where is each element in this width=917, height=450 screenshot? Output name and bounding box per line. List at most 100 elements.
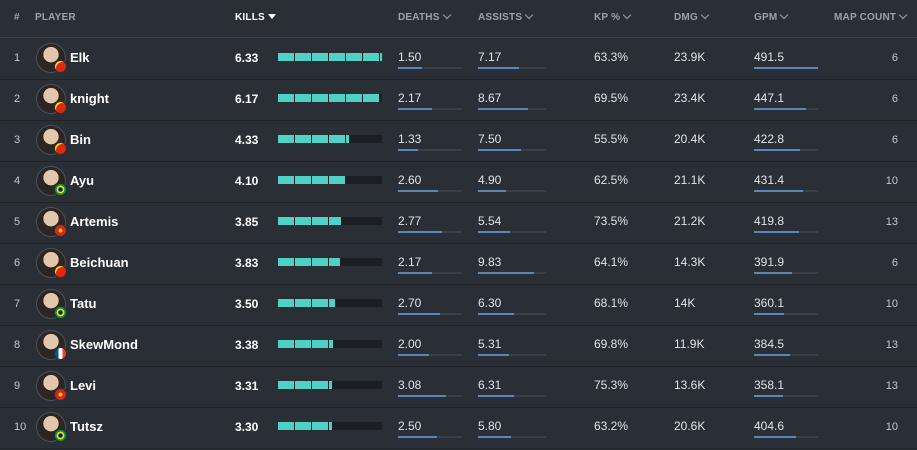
gpm-bar-fill (754, 436, 796, 438)
player-name-link[interactable]: Beichuan (70, 255, 129, 270)
rank-number: 9 (14, 380, 21, 392)
player-name-link[interactable]: Ayu (70, 173, 95, 188)
assists-bar (478, 67, 546, 69)
assists-bar (478, 108, 546, 110)
dmg-value: 21.2K (674, 214, 706, 228)
deaths-bar-fill (398, 190, 439, 192)
gpm-bar (754, 313, 818, 315)
table-row[interactable]: 6 Beichuan 3.83 2.17 9.83 64.1% 14.3K 391.9 6 (0, 243, 917, 285)
table-row[interactable]: 8 SkewMond 3.38 2.00 5.31 69.8% 11.9K 384.5 13 (0, 325, 917, 367)
deaths-value: 2.17 (398, 255, 422, 269)
map-count-value: 13 (885, 339, 898, 351)
kills-bar-fill (278, 53, 382, 61)
player-name-link[interactable]: Tutsz (70, 419, 103, 434)
kills-bar (278, 299, 382, 307)
deaths-bar-fill (398, 436, 438, 438)
assists-bar (478, 313, 546, 315)
kills-bar-fill (278, 217, 342, 225)
gpm-bar-fill (754, 190, 803, 192)
rank-number: 6 (14, 257, 21, 269)
header-dmg-label: DMG (674, 12, 698, 23)
table-row[interactable]: 3 Bin 4.33 1.33 7.50 55.5% 20.4K 422.8 6 (0, 120, 917, 162)
dmg-value: 14.3K (674, 255, 706, 269)
kills-bar (278, 381, 382, 389)
gpm-value: 404.6 (754, 419, 785, 433)
header-deaths-label: DEATHS (398, 12, 440, 23)
china-flag-icon (54, 265, 67, 278)
player-name-link[interactable]: Tatu (70, 296, 97, 311)
kills-bar (278, 53, 382, 61)
assists-value: 4.90 (478, 173, 502, 187)
kills-value: 6.17 (235, 92, 259, 106)
kp-value: 55.5% (594, 132, 629, 146)
deaths-bar (398, 67, 462, 69)
kills-bar-fill (278, 258, 341, 266)
rank-number: 7 (14, 298, 21, 310)
gpm-bar-fill (754, 149, 801, 151)
table-row[interactable]: 4 Ayu 4.10 2.60 4.90 62.5% 21.1K 431.4 10 (0, 161, 917, 203)
player-name-link[interactable]: Levi (70, 378, 97, 393)
table-row[interactable]: 1 Elk 6.33 1.50 7.17 63.3% 23.9K 491.5 6 (0, 38, 917, 80)
gpm-bar-fill (754, 67, 818, 69)
player-avatar (36, 43, 66, 73)
deaths-bar (398, 108, 462, 110)
gpm-value: 360.1 (754, 296, 785, 310)
kills-value: 3.83 (235, 256, 259, 270)
assists-value: 6.31 (478, 378, 502, 392)
vietnam-flag-icon (54, 388, 67, 401)
chevron-down-icon (780, 10, 789, 20)
header-assists-sort[interactable]: ASSISTS (478, 10, 534, 23)
assists-value: 5.31 (478, 337, 502, 351)
player-name-link[interactable]: Elk (70, 50, 90, 65)
map-count-value: 10 (885, 421, 898, 433)
deaths-value: 2.60 (398, 173, 422, 187)
assists-bar-fill (478, 395, 515, 397)
player-name-link[interactable]: Bin (70, 132, 91, 147)
kills-value: 4.33 (235, 133, 259, 147)
header-kills-sort[interactable]: KILLS (235, 12, 276, 23)
deaths-bar-fill (398, 395, 446, 397)
player-name-link[interactable]: SkewMond (70, 337, 138, 352)
assists-bar (478, 272, 546, 274)
dmg-value: 11.9K (674, 337, 705, 351)
player-name-link[interactable]: knight (70, 91, 109, 106)
kills-value: 3.38 (235, 338, 259, 352)
table-row[interactable]: 9 Levi 3.31 3.08 6.31 75.3% 13.6K 358.1 13 (0, 366, 917, 408)
kills-bar (278, 217, 382, 225)
gpm-bar-fill (754, 354, 791, 356)
rank-number: 3 (14, 134, 21, 146)
table-row[interactable]: 10 Tutsz 3.30 2.50 5.80 63.2% 20.6K 404.6 10 (0, 407, 917, 449)
assists-bar (478, 354, 546, 356)
kp-value: 63.3% (594, 50, 629, 64)
kills-bar-fill (278, 176, 346, 184)
kills-bar-fill (278, 135, 349, 143)
kills-bar-fill (278, 381, 333, 389)
player-name-link[interactable]: Artemis (70, 214, 119, 229)
header-gpm-sort[interactable]: GPM (754, 10, 789, 23)
rank-number: 4 (14, 175, 21, 187)
header-map-count-sort[interactable]: MAP COUNT (834, 10, 908, 23)
header-dmg-sort[interactable]: DMG (674, 10, 710, 23)
chevron-down-icon (442, 10, 451, 20)
gpm-bar-fill (754, 313, 785, 315)
table-row[interactable]: 5 Artemis 3.85 2.77 5.54 73.5% 21.2K 419.8 13 (0, 202, 917, 244)
kills-bar (278, 135, 382, 143)
header-deaths-sort[interactable]: DEATHS (398, 10, 451, 23)
deaths-bar (398, 231, 462, 233)
gpm-value: 491.5 (754, 50, 785, 64)
kp-value: 73.5% (594, 214, 629, 228)
header-map-count-label: MAP COUNT (834, 12, 897, 23)
table-row[interactable]: 2 knight 6.17 2.17 8.67 69.5% 23.4K 447.1 6 (0, 79, 917, 121)
table-row[interactable]: 7 Tatu 3.50 2.70 6.30 68.1% 14K 360.1 10 (0, 284, 917, 326)
assists-value: 7.17 (478, 50, 502, 64)
kp-value: 75.3% (594, 378, 629, 392)
deaths-value: 2.17 (398, 91, 422, 105)
chevron-down-icon (898, 10, 908, 20)
header-kp-sort[interactable]: KP % (594, 10, 632, 23)
kp-value: 64.1% (594, 255, 629, 269)
deaths-bar (398, 272, 462, 274)
dmg-value: 20.6K (674, 419, 706, 433)
assists-bar (478, 149, 546, 151)
rank-number: 10 (14, 421, 27, 433)
kills-bar (278, 94, 382, 102)
